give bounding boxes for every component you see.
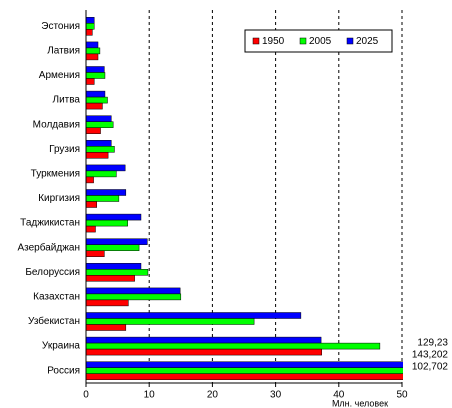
bar <box>86 324 127 331</box>
bar <box>86 367 403 374</box>
bar <box>86 96 108 104</box>
bar <box>86 244 140 251</box>
bar <box>86 146 115 153</box>
x-tick-label: 50 <box>396 390 408 401</box>
bar <box>86 102 103 110</box>
bar <box>86 121 114 128</box>
bar <box>86 250 105 257</box>
bar <box>86 336 322 344</box>
legend-swatch <box>299 37 307 45</box>
legend-label: 2025 <box>356 36 379 47</box>
bar <box>86 287 181 295</box>
bar <box>86 373 403 380</box>
bar <box>86 213 142 221</box>
legend-label: 1950 <box>262 36 285 47</box>
bar <box>86 238 148 245</box>
y-tick-label: Молдавия <box>33 119 80 130</box>
y-tick-label: Латвия <box>47 46 80 57</box>
bar <box>86 263 142 270</box>
value-label: 143,202 <box>412 349 449 360</box>
value-label: 129,23 <box>417 337 448 348</box>
x-axis-label: Млн. человек <box>332 398 388 408</box>
bar <box>86 348 322 356</box>
bar <box>86 41 99 49</box>
bar <box>86 29 93 36</box>
y-tick-label: Россия <box>47 365 80 376</box>
bar <box>86 72 106 79</box>
bar <box>86 269 149 276</box>
bar <box>86 90 106 98</box>
x-tick-label: 30 <box>270 390 282 401</box>
bar <box>86 140 112 147</box>
bar <box>86 201 97 208</box>
bar <box>86 23 95 30</box>
x-tick-label: 40 <box>333 390 345 401</box>
bar <box>86 318 255 325</box>
legend-swatch <box>252 37 260 45</box>
legend-box <box>244 29 393 53</box>
y-tick-label: Азербайджан <box>17 241 80 253</box>
y-tick-label: Киргизия <box>38 193 80 204</box>
bar <box>86 17 95 24</box>
bar <box>86 361 403 368</box>
bar <box>86 164 126 172</box>
bar <box>86 299 129 307</box>
bar <box>86 275 135 282</box>
y-tick-label: Украина <box>42 341 81 352</box>
x-tick-label: 10 <box>144 390 156 401</box>
plot-area <box>86 17 403 380</box>
bar <box>86 225 96 233</box>
value-label: 102,702 <box>412 361 449 372</box>
y-tick-label: Армения <box>39 70 80 81</box>
y-tick-label: Туркмения <box>31 169 80 180</box>
legend-label: 2005 <box>309 36 332 47</box>
bar <box>86 115 112 122</box>
bar <box>86 53 99 61</box>
bar <box>86 176 94 184</box>
bar <box>86 127 101 134</box>
y-tick-label: Таджикистан <box>20 218 80 229</box>
bar <box>86 66 105 73</box>
bar <box>86 195 120 202</box>
bar <box>86 342 381 350</box>
bar <box>86 312 302 319</box>
bar <box>86 47 101 55</box>
bar <box>86 170 117 178</box>
y-tick-label: Эстония <box>41 21 80 32</box>
y-tick-label: Узбекистан <box>28 315 80 327</box>
bar <box>86 78 95 85</box>
x-tick-label: 0 <box>83 390 89 401</box>
y-tick-label: Казахстан <box>33 292 80 303</box>
bar <box>86 189 127 196</box>
bar <box>86 293 182 301</box>
y-tick-label: Белоруссия <box>25 267 80 278</box>
y-tick-label: Литва <box>53 95 81 106</box>
y-tick-label: Грузия <box>49 144 80 155</box>
bar <box>86 152 109 159</box>
bar <box>86 219 128 227</box>
x-tick-label: 20 <box>207 390 219 401</box>
legend-swatch <box>346 37 354 45</box>
